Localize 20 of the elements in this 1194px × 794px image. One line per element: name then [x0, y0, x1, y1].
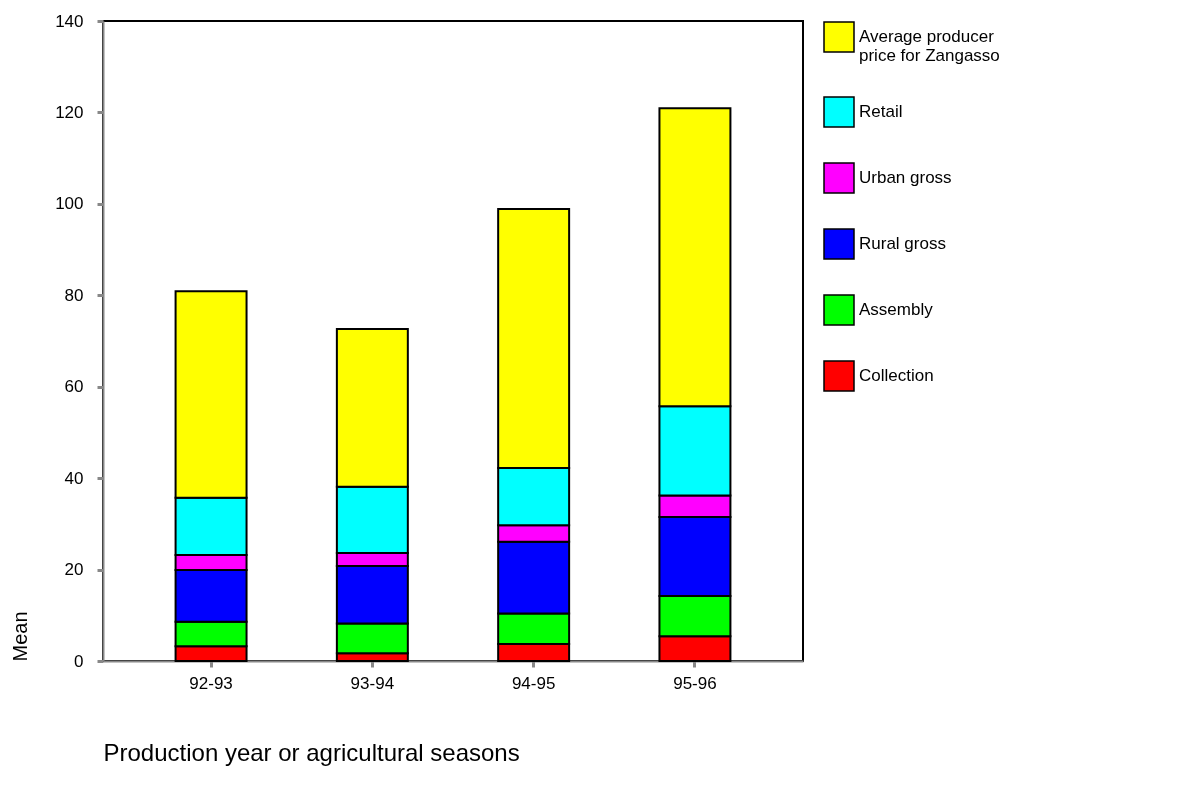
x-tick-label: 95-96 — [673, 673, 717, 693]
y-tick-label: 60 — [64, 377, 84, 397]
y-tick-label: 140 — [55, 11, 84, 31]
y-tick-label: 80 — [64, 285, 84, 305]
x-tick-label: 92-93 — [189, 673, 233, 693]
y-tick-label: 20 — [64, 560, 84, 580]
y-axis-title: Mean — [9, 611, 32, 662]
legend-label: Assembly — [859, 300, 934, 319]
x-tick-label: 94-95 — [511, 673, 556, 693]
legend-label: Average producer price for Zangasso — [859, 27, 1000, 65]
legend-label: Rural gross — [859, 234, 946, 253]
y-tick-label: 100 — [55, 194, 84, 214]
x-tick-label: 93-94 — [350, 673, 395, 693]
y-tick-label: 40 — [64, 468, 84, 488]
y-tick-label: 120 — [55, 102, 84, 122]
legend-label: Urban gross — [859, 168, 952, 187]
legend-label: Retail — [859, 102, 903, 121]
x-axis-title: Production year or agricultural seasons — [103, 738, 520, 766]
legend-label: Collection — [859, 366, 934, 385]
y-tick-label: 0 — [74, 651, 84, 671]
